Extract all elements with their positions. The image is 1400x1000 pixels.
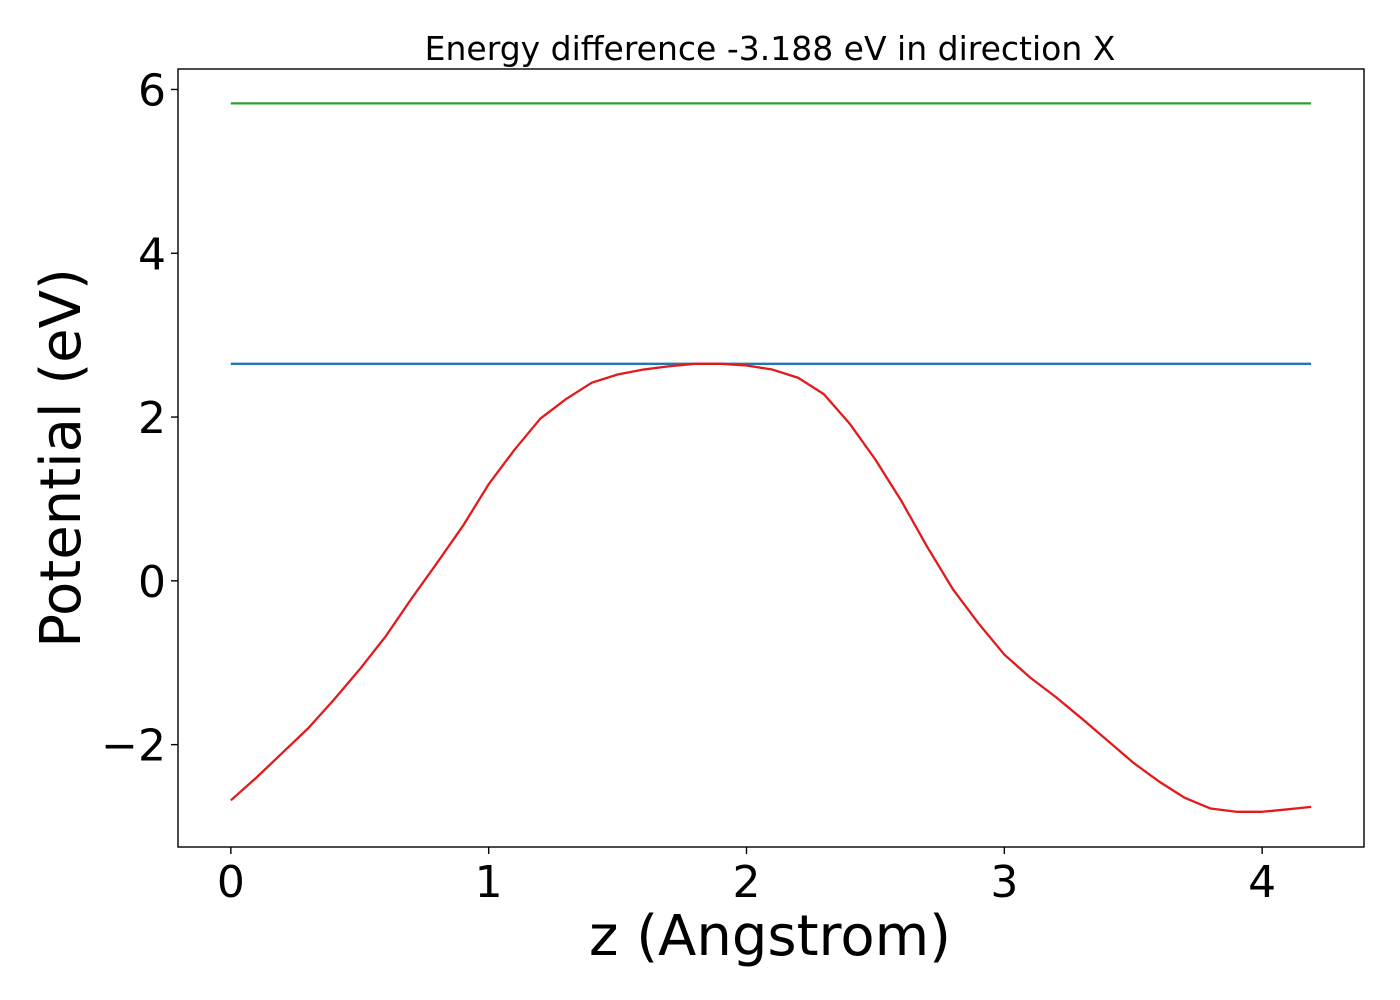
x-tick-label: 0: [217, 857, 245, 908]
y-tick-label: 0: [138, 557, 166, 608]
x-tick-label: 2: [733, 857, 761, 908]
series-line-3: [230, 362, 1312, 813]
chart-title: Energy difference -3.188 eV in direction…: [425, 29, 1116, 68]
x-axis-label: z (Angstrom): [589, 904, 951, 969]
y-tick-label: −2: [101, 721, 166, 772]
y-axis: −2 0 2 4 6: [101, 65, 178, 772]
plot-frame: [177, 68, 1365, 848]
y-tick-label: 2: [138, 393, 166, 444]
x-axis: 0 1 2 3 4: [217, 847, 1276, 908]
y-tick-label: 6: [138, 65, 166, 116]
x-tick-label: 4: [1248, 857, 1276, 908]
y-axis-label: Potential (eV): [29, 268, 94, 648]
x-tick-label: 1: [475, 857, 503, 908]
y-tick-label: 4: [138, 229, 166, 280]
plot-area: [230, 102, 1312, 813]
x-tick-label: 3: [990, 857, 1018, 908]
